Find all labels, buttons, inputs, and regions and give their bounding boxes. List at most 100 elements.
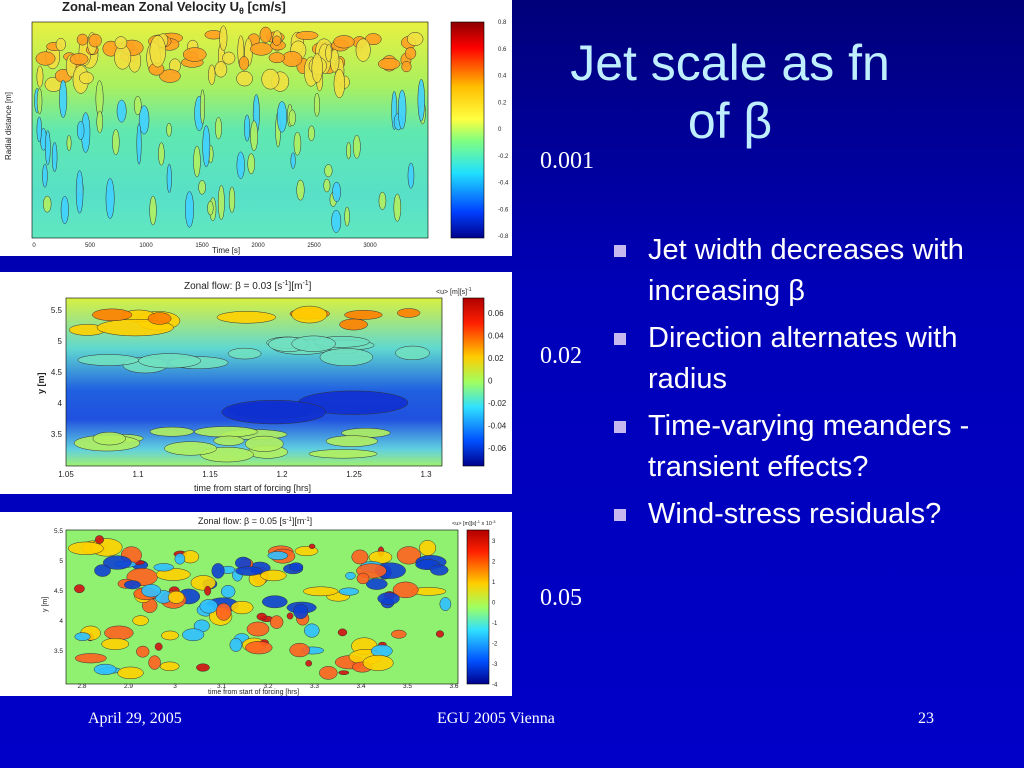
colorbar-tick-label: -3 <box>492 662 498 668</box>
chart-2-colorbar-label: <u> [m][s]-1 <box>436 287 472 296</box>
beta-label-2: 0.02 <box>540 343 582 369</box>
contour-region <box>77 120 85 140</box>
contour-region <box>166 122 172 137</box>
bullet-text: Time-varying meanders - transient effect… <box>648 410 970 483</box>
chart-2-colorbar <box>462 297 485 467</box>
contour-region <box>398 89 407 130</box>
contour-region <box>293 603 309 620</box>
chart-1-marks <box>34 25 426 233</box>
contour-region <box>114 36 128 50</box>
contour-region <box>103 555 132 570</box>
contour-region <box>207 200 214 216</box>
contour-region <box>269 615 284 629</box>
contour-region <box>355 38 371 62</box>
contour-region <box>332 181 341 202</box>
contour-region <box>101 638 130 650</box>
contour-region <box>196 663 210 672</box>
contour-region <box>94 535 104 544</box>
contour-region <box>94 564 111 577</box>
contour-region <box>238 56 249 71</box>
colorbar-tick-label: 0.02 <box>488 354 504 363</box>
contour-region <box>235 566 263 576</box>
contour-region <box>167 590 185 604</box>
contour-region <box>288 109 296 127</box>
contour-region <box>166 163 172 193</box>
contour-region <box>268 52 285 64</box>
colorbar-tick-label: -0.6 <box>498 207 509 213</box>
x-tick-label: 3.3 <box>310 683 319 690</box>
colorbar-tick-label: 3 <box>492 539 496 545</box>
contour-region <box>215 117 222 140</box>
y-tick-label: 3.5 <box>51 430 63 439</box>
colorbar-tick-label: -0.8 <box>498 234 509 240</box>
contour-region <box>222 51 236 65</box>
contour-region <box>288 562 304 572</box>
contour-region <box>395 345 430 361</box>
contour-region <box>219 25 228 51</box>
contour-region <box>377 592 400 605</box>
chart-1-title: Zonal-mean Zonal Velocity Uθ [cm/s] <box>62 0 286 16</box>
contour-region <box>149 35 167 68</box>
contour-region <box>208 64 216 85</box>
chart-1-colorbar-ticks: 0.8 0.6 0.4 0.2 0 -0.2 -0.4 -0.6 -0.8 <box>498 20 509 240</box>
chart-3-xlabel: time from start of forcing [hrs] <box>208 689 299 696</box>
square-bullet-icon <box>614 509 626 521</box>
bullet-list: Jet width decreases with increasing β Di… <box>612 230 1012 541</box>
slide-title-line-2: of β <box>687 93 773 149</box>
bullet-item: Direction alternates with radius <box>612 318 1012 400</box>
colorbar-tick-label: -1 <box>492 621 498 627</box>
colorbar-tick-label: 0 <box>492 601 496 607</box>
contour-region <box>60 195 69 224</box>
contour-region <box>260 569 287 582</box>
contour-region <box>250 120 258 152</box>
contour-region <box>215 602 232 621</box>
chart-2-colorbar-ticks: 0.06 0.04 0.02 0 -0.02 -0.04 -0.06 <box>488 309 507 453</box>
chart-2-title: Zonal flow: β = 0.03 [s-1][m-1] <box>184 280 312 292</box>
y-tick-label: 5.5 <box>54 528 63 535</box>
contour-region <box>200 89 205 125</box>
contour-region <box>346 141 352 160</box>
contour-region <box>164 441 218 456</box>
contour-region <box>259 26 272 43</box>
contour-region <box>92 431 126 446</box>
chart-3-yticks: 5.5 5 4.5 4 3.5 <box>54 528 63 655</box>
contour-region <box>116 99 127 123</box>
contour-region <box>141 584 162 598</box>
x-tick-label: 3.4 <box>356 683 365 690</box>
contour-region <box>407 162 415 189</box>
contour-region <box>245 435 284 452</box>
colorbar-tick-label: 0 <box>488 377 493 386</box>
contour-region <box>401 61 412 73</box>
contour-region <box>272 35 282 46</box>
contour-region <box>93 663 117 675</box>
contour-region <box>325 435 378 447</box>
contour-region <box>67 541 104 555</box>
contour-region <box>59 79 68 118</box>
bullet-item: Wind-stress residuals? <box>612 494 1012 535</box>
y-tick-label: 5.5 <box>51 306 63 315</box>
contour-region <box>104 625 134 641</box>
contour-region <box>377 57 401 70</box>
contour-region <box>149 426 194 437</box>
colorbar-tick-label: -0.2 <box>498 154 509 160</box>
y-tick-label: 4.5 <box>51 368 63 377</box>
contour-region <box>74 632 91 641</box>
contour-region <box>290 152 296 169</box>
contour-region <box>43 195 52 213</box>
bullet-text: Jet width decreases with increasing β <box>648 234 964 307</box>
chart-panel-beta-0001: Zonal-mean Zonal Velocity Uθ [cm/s] Radi… <box>0 0 512 256</box>
contour-region <box>161 630 179 641</box>
colorbar-tick-label: 0.8 <box>498 20 507 26</box>
y-tick-label: 4 <box>58 399 63 408</box>
contour-region <box>236 151 245 179</box>
contour-region <box>221 399 327 425</box>
chart-3-colorbar-ticks: 3 2 1 0 -1 -2 -3 -4 <box>492 539 498 689</box>
square-bullet-icon <box>614 245 626 257</box>
contour-region <box>154 642 163 651</box>
bullet-item: Jet width decreases with increasing β <box>612 230 1012 312</box>
contour-region <box>117 666 144 680</box>
x-tick-label: 1.05 <box>58 470 74 479</box>
contour-region <box>303 586 339 597</box>
colorbar-tick-label: 1 <box>492 580 496 586</box>
chart-2-marks <box>68 305 430 463</box>
